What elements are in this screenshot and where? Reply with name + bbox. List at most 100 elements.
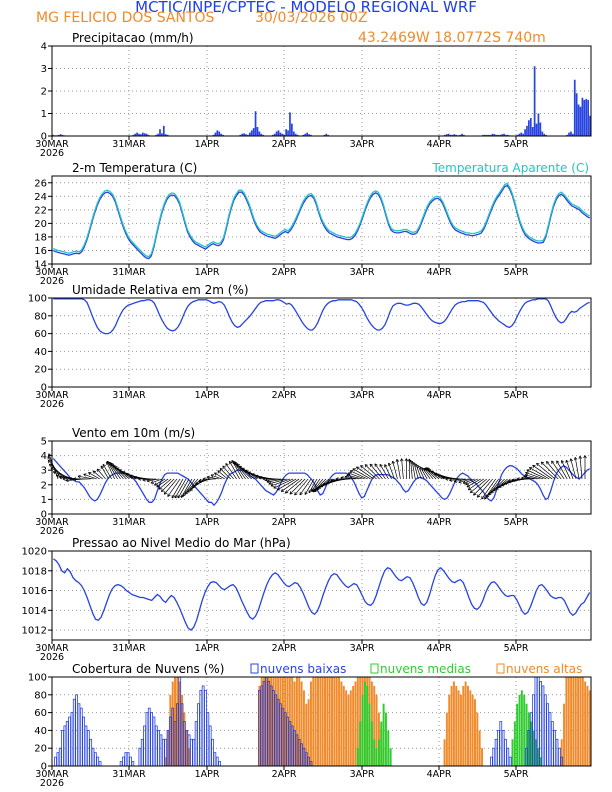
y-tick-label: 20 xyxy=(34,744,47,755)
wind-arrow-head xyxy=(540,461,543,465)
cloud-bar-nuvens-baixas xyxy=(497,730,500,767)
precip-bar xyxy=(277,130,280,136)
cloud-bar-nuvens-baixas xyxy=(494,738,498,767)
cloud-bar-nuvens-altas xyxy=(586,685,589,766)
precip-bar xyxy=(138,133,140,136)
y-tick-label: 0 xyxy=(41,383,47,394)
cloud-bar-nuvens-medias xyxy=(527,712,530,766)
wind-arrow-head xyxy=(268,483,272,485)
precip-bar xyxy=(162,125,165,136)
wind-arrow-head xyxy=(573,457,576,461)
y-tick-label: 18 xyxy=(34,232,47,243)
cloud-bar-nuvens-altas xyxy=(319,677,322,766)
wind-arrow-head xyxy=(77,474,81,477)
cloud-bar-nuvens-altas xyxy=(312,677,315,766)
precip-bar xyxy=(461,133,463,136)
panel-title-pressure: Pressao ao Nivel Medio do Mar (hPa) xyxy=(72,536,291,550)
cloud-bar-nuvens-baixas xyxy=(548,712,552,767)
wind-arrow-head xyxy=(294,493,298,496)
wind-arrow-head xyxy=(379,463,383,467)
wind-arrow-head xyxy=(453,479,457,482)
cloud-bar-nuvens-altas xyxy=(274,677,277,766)
precip-bar xyxy=(256,127,259,136)
cloud-bar-nuvens-altas xyxy=(457,690,460,766)
precip-bar xyxy=(245,134,247,136)
precip-bar xyxy=(275,131,278,136)
wind-arrow xyxy=(561,460,571,480)
wind-arrow-head xyxy=(163,491,166,495)
wind-arrow xyxy=(154,478,166,486)
wind-arrow-head xyxy=(229,460,233,464)
y-tick-label: 5 xyxy=(41,437,47,448)
cloud-bar-nuvens-baixas xyxy=(492,747,496,767)
wind-arrow xyxy=(468,478,484,491)
wind-arrow-head xyxy=(392,460,395,464)
wind-arrow xyxy=(88,472,100,480)
cloud-bar-nuvens-baixas xyxy=(501,730,505,767)
x-tick-label: 30MAR xyxy=(35,139,69,150)
precip-bar xyxy=(141,132,144,136)
wind-arrow xyxy=(570,458,577,480)
cloud-bar-nuvens-altas xyxy=(293,681,296,766)
cloud-bar-nuvens-baixas xyxy=(96,756,100,767)
cloud-bar-nuvens-altas xyxy=(260,677,263,766)
cloud-bar-nuvens-baixas xyxy=(68,716,71,767)
wind-arrow xyxy=(142,478,157,481)
x-tick-label: 1APR xyxy=(195,643,220,654)
precip-bar xyxy=(258,131,261,136)
cloud-bar-nuvens-altas xyxy=(267,677,270,766)
cloud-bar-nuvens-baixas xyxy=(79,707,83,767)
wind-arrow xyxy=(231,460,243,480)
wind-arrow xyxy=(477,478,493,498)
cloud-bar-nuvens-altas xyxy=(286,677,289,766)
wind-arrow-head xyxy=(488,494,492,496)
precip-bar xyxy=(302,134,305,136)
wind-arrow xyxy=(289,478,306,495)
cloud-bar-nuvens-altas xyxy=(265,677,268,766)
wind-arrow xyxy=(526,469,547,480)
cloud-bar-nuvens-baixas xyxy=(508,756,512,767)
wind-arrow-head xyxy=(551,460,555,463)
wind-arrow-head xyxy=(395,459,398,463)
y-tick-label: 2 xyxy=(41,87,47,98)
x-tick-label: 31MAR xyxy=(112,517,146,528)
precip-bar xyxy=(453,134,456,136)
wind-arrow xyxy=(449,478,466,481)
x-tick-label: 2APR xyxy=(272,769,297,780)
wind-arrow-head xyxy=(335,478,339,481)
wind-arrow-head xyxy=(158,486,161,490)
cloud-bar-nuvens-baixas xyxy=(194,721,198,767)
cloud-bar-nuvens-altas xyxy=(340,681,343,766)
wind-arrow-head xyxy=(313,488,316,492)
precip-bar xyxy=(570,131,572,136)
precip-bar xyxy=(281,133,284,136)
cloud-bar-nuvens-baixas xyxy=(98,761,102,767)
x-tick-label: 3APR xyxy=(350,390,375,401)
panel-frame xyxy=(51,175,592,265)
precip-bar xyxy=(159,129,161,136)
cloud-bar-nuvens-baixas xyxy=(54,756,57,767)
cloud-bar-nuvens-medias xyxy=(523,694,526,766)
wind-arrow xyxy=(270,478,291,487)
cloud-bar-nuvens-baixas xyxy=(65,721,69,767)
wind-arrow xyxy=(268,478,288,485)
wind-arrow-head xyxy=(93,470,97,472)
x-tick-label: 30MAR xyxy=(35,517,69,528)
y-tick-label: 60 xyxy=(34,329,47,340)
cloud-bar-nuvens-altas xyxy=(171,681,174,766)
wind-arrow xyxy=(422,467,431,480)
cloud-bar-nuvens-altas xyxy=(455,685,458,766)
cloud-bar-nuvens-altas xyxy=(443,739,446,766)
wind-arrow xyxy=(524,474,541,480)
cloud-bar-nuvens-altas xyxy=(314,677,317,766)
cloud-bar-nuvens-altas xyxy=(567,677,570,766)
wind-arrow xyxy=(536,462,556,480)
cloud-bar-nuvens-medias xyxy=(370,721,373,766)
precip-bar xyxy=(503,133,505,136)
cloud-bar-nuvens-baixas xyxy=(206,712,210,767)
wind-arrow-head xyxy=(578,455,581,459)
precip-bar xyxy=(505,134,507,136)
